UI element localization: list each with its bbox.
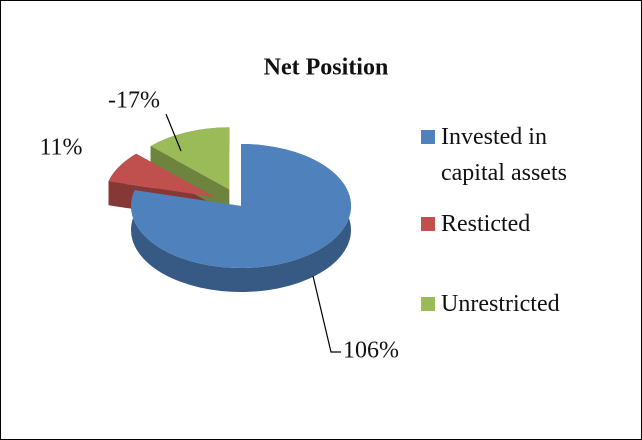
legend-label: Invested in capital assets — [441, 124, 567, 186]
slice — [108, 153, 215, 198]
data-label: 11% — [39, 135, 82, 161]
data-label: -17% — [108, 88, 160, 114]
pie-tops — [108, 127, 351, 269]
chart-title: Net Position — [264, 55, 389, 81]
data-label: 106% — [343, 338, 399, 364]
legend-swatch — [421, 297, 435, 311]
legend-label: Unrestricted — [441, 291, 560, 317]
leader-line — [312, 275, 341, 353]
legend-swatch — [421, 130, 435, 144]
legend-swatch — [421, 217, 435, 231]
slice — [150, 127, 230, 190]
legend-label: Resticted — [441, 211, 531, 237]
leader-line — [165, 113, 182, 152]
slice — [131, 144, 351, 269]
slice-wall — [150, 146, 230, 214]
